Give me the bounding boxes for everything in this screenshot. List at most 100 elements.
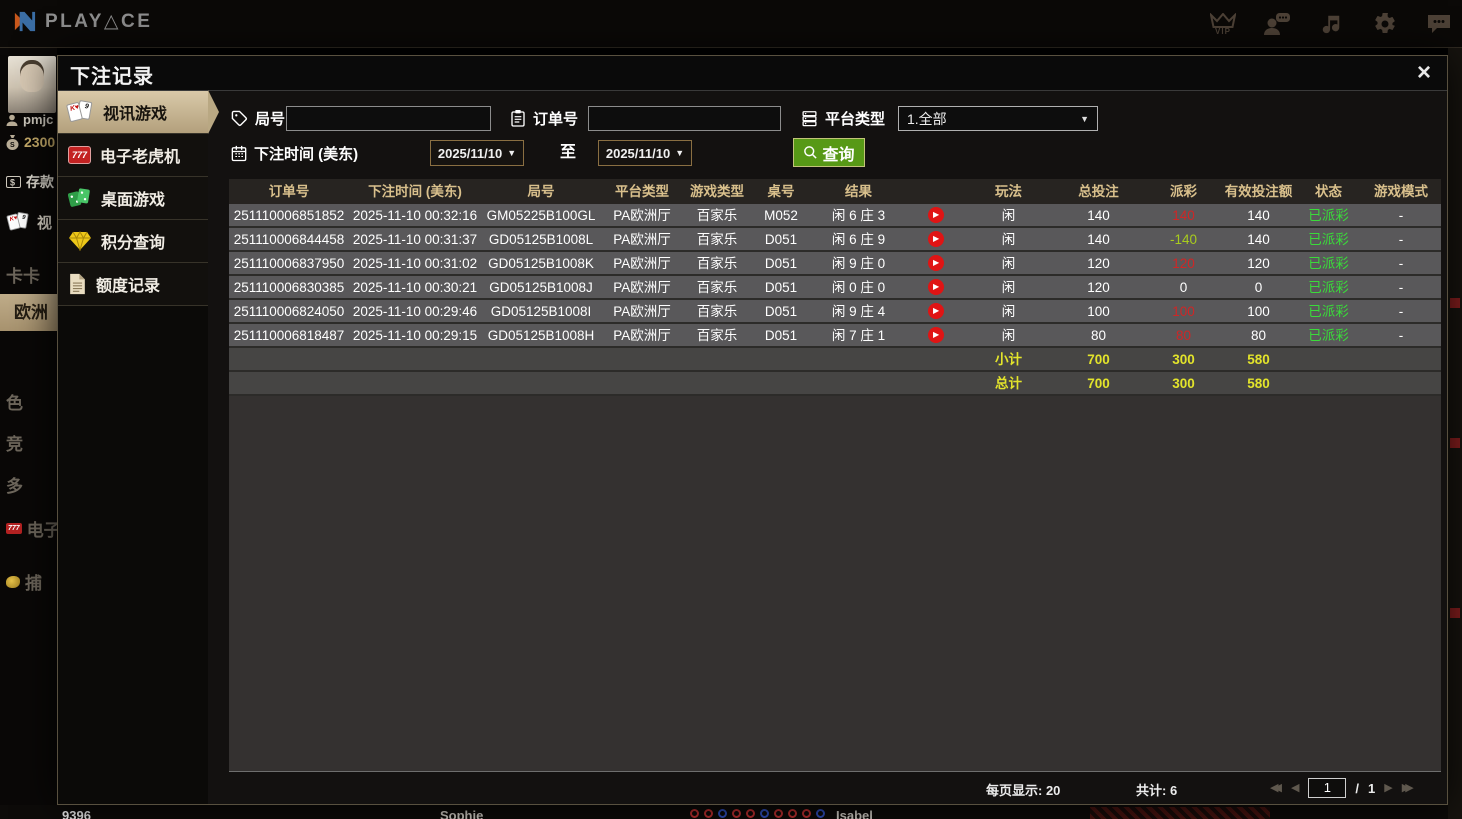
roadmap-beads [690,809,825,818]
play-cell: 闲 [1001,208,1016,223]
background-balance: S 2300 [6,134,55,150]
replay-button[interactable]: ▶ [928,302,944,319]
clipboard-icon [511,110,525,127]
bet-time-label: 下注时间 (美东) [254,145,359,163]
replay-cell: ▶ [906,300,966,322]
result-cell [811,372,906,394]
background-menu-item: 卡卡 [6,267,40,286]
table-no-cell: D051 [764,328,798,343]
round-filter-group: 局号 [231,105,285,131]
customer-service-icon[interactable] [1262,7,1292,41]
replay-button[interactable]: ▶ [928,254,944,271]
table-body: 251110006851852 2025-11-10 00:32:16 GM0522… [229,204,1441,396]
server-list-icon [802,110,817,126]
sidebar-item-slots[interactable]: 777 电子老虎机 [58,134,208,177]
replay-cell: ▶ [906,228,966,250]
mode-cell: - [1398,256,1404,271]
mode-cell: - [1398,328,1404,343]
play-cell: 闲 [1001,328,1016,343]
platform-select[interactable]: 1.全部 ▼ [898,106,1098,131]
pagination: ◀◀ ◀ 1 / 1 ▶ ▶▶ [1270,777,1414,799]
mode-cell: - [1398,232,1404,247]
column-header-total-bet: 总投注 [1078,184,1119,199]
play-cell: 闲 [1001,280,1016,295]
round-input[interactable] [286,106,491,131]
music-icon[interactable] [1316,7,1346,41]
background-table-number: 9396 [62,808,91,819]
total-pages: 1 [1368,780,1376,796]
replay-button[interactable]: ▶ [928,326,944,343]
person-icon [6,114,18,126]
modal-main: 局号 订单号 平台类型 1.全部 ▼ 下注时间 (美东) 2025 [208,91,1447,804]
bet-time-cell: 2025-11-10 00:29:46 [352,304,478,319]
last-page-icon[interactable]: ▶▶ [1401,782,1415,794]
replay-button[interactable]: ▶ [928,206,944,223]
sidebar-item-table-games[interactable]: 桌面游戏 [58,177,208,220]
page-number-input[interactable]: 1 [1308,778,1347,798]
order-input[interactable] [588,106,781,131]
replay-cell: ▶ [906,324,966,346]
sidebar-item-label: 电子老虎机 [100,149,181,166]
status-cell: 已派彩 [1308,328,1349,343]
payout-cell: 100 [1172,304,1195,319]
sidebar-item-quota-records[interactable]: 额度记录 [58,263,208,306]
game-type-cell: 百家乐 [696,232,738,247]
sidebar-item-points[interactable]: 积分查询 [58,220,208,263]
column-header-status: 状态 [1315,184,1342,199]
order-id-cell: 251110006851852 [233,208,345,223]
game-type-cell: 百家乐 [696,328,738,343]
game-type-cell [683,348,751,370]
chevron-down-icon: ▼ [1080,113,1089,124]
payout-cell: -140 [1169,232,1198,247]
platform-filter-group: 平台类型 [801,105,885,131]
mode-cell: - [1398,208,1404,223]
date-from-picker[interactable]: 2025/11/10 ▼ [430,140,524,166]
platform-cell [601,372,683,394]
play-cell: 总计 [995,376,1022,391]
column-header-result: 结果 [845,184,872,199]
valid-bet-cell: 580 [1247,352,1270,367]
diamond-icon [68,231,92,251]
mode-cell: - [1398,280,1404,295]
round-id-cell: GD05125B1008J [489,280,593,295]
table-row: 251110006851852 2025-11-10 00:32:16 GM0522… [229,204,1441,228]
total-bet-cell: 120 [1087,280,1110,295]
total-bet-cell: 700 [1087,376,1110,391]
table-games-icon [68,187,92,209]
order-id-cell: 251110006844458 [233,232,345,247]
settings-gear-icon[interactable] [1370,7,1400,41]
background-bottom-strip: 9396 Sophie Isabel [0,805,1448,819]
total-bet-cell: 80 [1090,328,1107,343]
vip-icon[interactable]: VIP [1208,7,1238,41]
replay-button[interactable]: ▶ [928,230,944,247]
first-page-icon[interactable]: ◀◀ [1270,782,1283,794]
column-header-bet-time: 下注时间 (美东) [368,184,462,199]
valid-bet-cell: 0 [1254,280,1263,295]
status-cell: 已派彩 [1308,280,1349,295]
sidebar-item-video-games[interactable]: K♥ 9 视讯游戏 [58,90,219,134]
crown-icon [1210,12,1236,28]
user-avatar [8,56,56,113]
round-id-cell: GM05225B100GL [486,208,596,223]
background-deposit: $ 存款 [6,172,54,192]
table-row: 251110006844458 2025-11-10 00:31:37 GD0512… [229,228,1441,252]
play-cell: 闲 [1001,256,1016,271]
search-button[interactable]: 查询 [793,138,865,167]
payout-cell: 80 [1175,328,1192,343]
date-to-picker[interactable]: 2025/11/10 ▼ [598,140,692,166]
order-filter-group: 订单号 [510,105,578,131]
next-page-icon[interactable]: ▶ [1384,782,1393,794]
brand-text: PLAY△CE [45,11,153,32]
prev-page-icon[interactable]: ◀ [1290,782,1300,794]
close-icon[interactable]: × [1416,59,1431,86]
replay-button[interactable]: ▶ [928,278,944,295]
chat-icon[interactable] [1424,7,1454,41]
brand-logo[interactable]: PLAY△CE [12,9,152,34]
table-no-cell: D051 [764,232,798,247]
background-menu-item: 777 电子 [6,521,57,540]
replay-cell: ▶ [906,204,966,226]
table-empty-area [229,396,1441,771]
bet-time-cell: 2025-11-10 00:32:16 [352,208,478,223]
total-count-label: 共计: 6 [1136,783,1178,798]
result-cell: 闲 9 庄 4 [831,304,886,319]
